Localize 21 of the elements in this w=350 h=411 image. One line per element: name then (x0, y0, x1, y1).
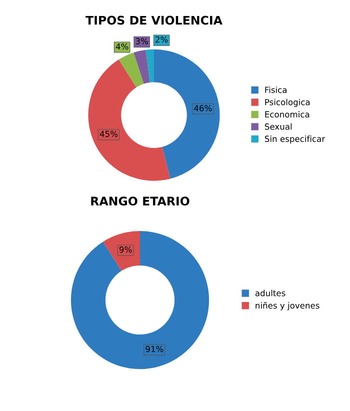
legend-label: Psicologica (265, 98, 310, 107)
legend-label: adultes (255, 290, 286, 296)
chart-title: RANGO ETARIO (91, 196, 190, 206)
data-label: 46% (194, 105, 212, 112)
chart-title: TIPOS DE VIOLENCIA (86, 16, 222, 25)
data-label: 45% (100, 130, 118, 138)
legend-label: Economica (265, 111, 310, 118)
donut-slice (154, 49, 220, 179)
legend-label: Sexual (264, 123, 292, 130)
legend-label: Fisica (265, 86, 287, 94)
data-label: 91% (146, 346, 164, 352)
donut-slice (70, 230, 210, 370)
data-label: 9% (119, 246, 132, 253)
data-label: 2% (156, 36, 168, 43)
donut-slice (134, 50, 150, 84)
donut-slice (88, 60, 170, 181)
donut-slice (146, 49, 154, 82)
data-label: 3% (136, 38, 148, 44)
legend-label: Sin especificar (264, 136, 326, 144)
legend-label: niñes y jovenes (256, 302, 320, 310)
data-label: 4% (116, 43, 128, 50)
